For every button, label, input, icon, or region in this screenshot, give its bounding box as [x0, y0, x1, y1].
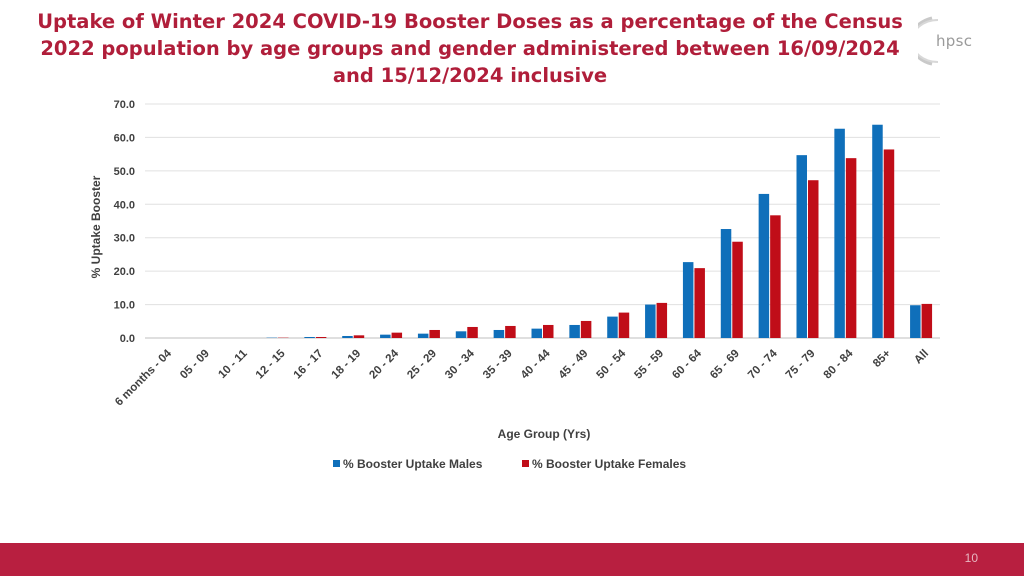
- y-tick-label: 20.0: [114, 266, 135, 278]
- x-tick-label: 75 - 79: [784, 348, 818, 382]
- x-tick-label: 45 - 49: [557, 348, 591, 382]
- bar-females: [883, 149, 895, 338]
- bar-females: [505, 325, 516, 338]
- x-tick-label: 25 - 29: [405, 348, 439, 382]
- x-tick-label: 60 - 64: [670, 347, 704, 381]
- footer-bar: 10: [0, 543, 1024, 576]
- bar-males: [758, 193, 770, 338]
- logo-text: hpsc: [936, 32, 973, 50]
- bar-females: [543, 324, 554, 338]
- x-tick-label: 55 - 59: [632, 348, 666, 382]
- y-tick-label: 0.0: [120, 333, 135, 345]
- bar-females: [732, 241, 743, 338]
- x-tick-label: 70 - 74: [746, 347, 780, 381]
- bar-females: [921, 303, 933, 338]
- y-tick-label: 50.0: [114, 166, 135, 178]
- bar-males: [682, 262, 694, 338]
- y-tick-label: 10.0: [114, 300, 135, 312]
- bar-females: [808, 180, 819, 338]
- bar-females: [353, 335, 365, 338]
- bar-males: [720, 229, 732, 338]
- bar-females: [580, 320, 592, 338]
- bar-males: [872, 124, 883, 339]
- x-tick-label: All: [912, 348, 931, 367]
- x-tick-label: 20 - 24: [367, 347, 401, 381]
- chart-title: Uptake of Winter 2024 COVID-19 Booster D…: [37, 10, 903, 87]
- bar-males: [910, 305, 921, 338]
- bar-females: [467, 326, 478, 338]
- bar-males: [569, 324, 580, 338]
- bar-females: [618, 312, 630, 338]
- legend-label-females: % Booster Uptake Females: [532, 457, 686, 471]
- bar-females: [656, 302, 668, 338]
- bar-males: [531, 328, 542, 338]
- x-tick-label: 85+: [871, 347, 893, 369]
- y-tick-label: 30.0: [114, 233, 135, 245]
- x-tick-label: 05 - 09: [178, 348, 212, 382]
- bar-females: [845, 158, 857, 338]
- bar-males: [645, 304, 656, 338]
- x-tick-label: 10 - 11: [216, 347, 250, 381]
- bar-females: [694, 268, 705, 338]
- bar-females: [770, 215, 781, 338]
- x-tick-label: 65 - 69: [708, 348, 742, 382]
- y-axis-label: % Uptake Booster: [89, 175, 103, 278]
- x-tick-label: 50 - 54: [595, 347, 629, 381]
- y-tick-label: 60.0: [114, 132, 135, 144]
- bar-males: [304, 336, 315, 338]
- bar-males: [342, 335, 353, 338]
- x-tick-label: 30 - 34: [443, 347, 477, 381]
- x-tick-label: 80 - 84: [822, 347, 856, 381]
- y-tick-label: 40.0: [114, 199, 135, 211]
- bar-females: [315, 336, 327, 338]
- legend-label-males: % Booster Uptake Males: [343, 457, 483, 471]
- bar-females: [391, 332, 403, 338]
- x-tick-label: 40 - 44: [519, 347, 553, 381]
- bar-males: [607, 316, 618, 338]
- bar-males: [417, 333, 429, 338]
- bar-males: [834, 128, 845, 338]
- legend-swatch-males: [333, 460, 340, 467]
- legend-swatch-females: [522, 460, 529, 467]
- bar-males: [455, 331, 467, 338]
- x-tick-label: 18 - 19: [330, 348, 364, 382]
- x-tick-label: 6 months - 04: [113, 347, 174, 408]
- bar-males: [380, 334, 391, 338]
- x-tick-label: 35 - 39: [481, 348, 515, 382]
- bar-females: [429, 329, 440, 338]
- bar-males: [796, 155, 807, 338]
- bar-males: [493, 329, 505, 338]
- bar-chart: 0.0 10.0 20.0 30.0 40.0 50.0 60.0 70.0 6 months …: [89, 99, 940, 471]
- x-tick-label: 12 - 15: [254, 347, 288, 381]
- x-axis-label: Age Group (Yrs): [498, 427, 591, 441]
- y-tick-label: 70.0: [114, 99, 135, 111]
- x-tick-label: 16 - 17: [292, 348, 326, 382]
- page-number: 10: [964, 551, 978, 565]
